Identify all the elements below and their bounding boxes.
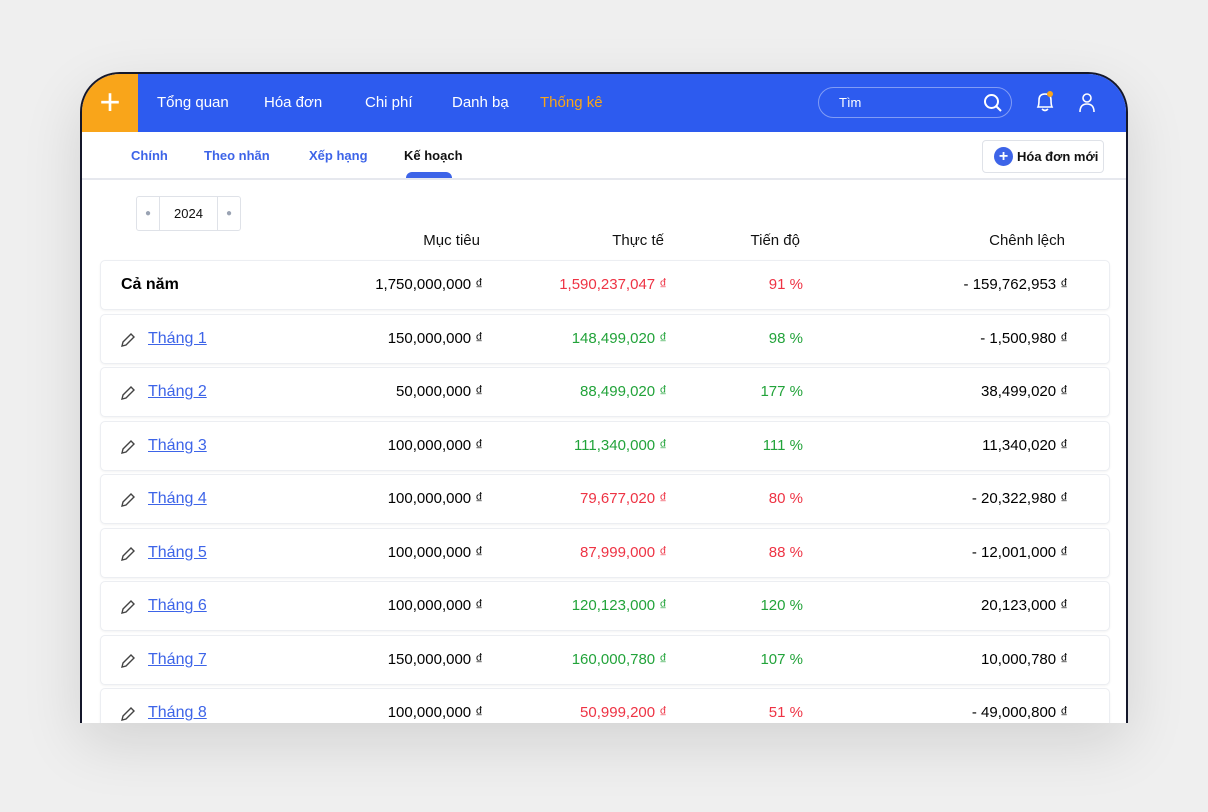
- diff-value: - 12,001,000 ₫: [971, 543, 1068, 561]
- col-progress: Tiến độ: [750, 232, 800, 249]
- progress-value: 111 %: [762, 436, 803, 454]
- nav-danh-ba[interactable]: Danh bạ: [452, 94, 509, 111]
- pencil-icon[interactable]: [119, 598, 137, 620]
- new-invoice-button[interactable]: + Hóa đơn mới: [982, 140, 1104, 173]
- actual-value: 79,677,020 ₫: [580, 490, 667, 507]
- diff-value: - 49,000,800 ₫: [971, 704, 1068, 721]
- table-row: Tháng 4 100,000,000 ₫ 79,677,020 ₫ 80 % -…: [100, 474, 1110, 524]
- diff-value: - 1,500,980 ₫: [980, 329, 1068, 347]
- active-tab-indicator: [406, 172, 452, 178]
- progress-value: 80 %: [768, 490, 803, 507]
- bell-icon[interactable]: [1034, 90, 1056, 114]
- progress-value: 88 %: [768, 543, 803, 561]
- diff-value: 20,123,000 ₫: [981, 597, 1068, 614]
- actual-value: 1,590,237,047 ₫: [559, 276, 667, 293]
- table-row: Tháng 2 50,000,000 ₫ 88,499,020 ₫ 177 % 3…: [100, 367, 1110, 417]
- month-link[interactable]: Tháng 3: [148, 436, 207, 454]
- target-value: 50,000,000 ₫: [396, 383, 483, 400]
- month-link[interactable]: Tháng 7: [148, 650, 207, 668]
- pencil-icon[interactable]: [119, 705, 137, 723]
- app-window: + Tổng quan Hóa đơn Chi phí Danh bạ Thốn…: [80, 72, 1128, 723]
- tab-xep-hang[interactable]: Xếp hạng: [309, 148, 368, 163]
- pencil-icon[interactable]: [119, 491, 137, 513]
- progress-value: 91 %: [768, 276, 803, 293]
- nav-tong-quan[interactable]: Tổng quan: [157, 94, 229, 111]
- actual-value: 50,999,200 ₫: [580, 704, 667, 721]
- year-stepper[interactable]: ● 2024 ●: [136, 196, 241, 231]
- progress-value: 120 %: [760, 597, 803, 614]
- tab-theo-nhan[interactable]: Theo nhãn: [204, 148, 270, 163]
- tab-chinh[interactable]: Chính: [131, 148, 168, 163]
- col-actual: Thực tế: [612, 232, 664, 249]
- actual-value: 87,999,000 ₫: [580, 543, 667, 561]
- target-value: 1,750,000,000 ₫: [375, 276, 483, 293]
- actual-value: 88,499,020 ₫: [580, 383, 667, 400]
- pencil-icon[interactable]: [119, 545, 137, 567]
- search-icon[interactable]: [983, 93, 1003, 113]
- search-placeholder: Tìm: [839, 95, 862, 110]
- month-link[interactable]: Tháng 8: [148, 704, 207, 721]
- table-row: Tháng 7 150,000,000 ₫ 160,000,780 ₫ 107 %…: [100, 634, 1110, 685]
- new-invoice-label: Hóa đơn mới: [1017, 149, 1099, 164]
- diff-value: 11,340,020 ₫: [982, 436, 1068, 454]
- next-year-button[interactable]: ●: [225, 208, 233, 219]
- nav-chi-phi[interactable]: Chi phí: [365, 94, 413, 111]
- user-icon[interactable]: [1078, 92, 1096, 114]
- table-row: Tháng 5 100,000,000 ₫ 87,999,000 ₫ 88 % -…: [100, 527, 1110, 578]
- nav-thong-ke[interactable]: Thống kê: [540, 94, 603, 111]
- pencil-icon[interactable]: [119, 384, 137, 406]
- month-link[interactable]: Tháng 5: [148, 543, 207, 561]
- month-link[interactable]: Tháng 6: [148, 597, 207, 614]
- progress-value: 177 %: [760, 383, 803, 400]
- progress-value: 107 %: [760, 650, 803, 668]
- table-row: Tháng 6 100,000,000 ₫ 120,123,000 ₫ 120 %…: [100, 581, 1110, 631]
- col-target: Mục tiêu: [423, 232, 480, 249]
- month-link[interactable]: Tháng 1: [148, 329, 207, 347]
- target-value: 100,000,000 ₫: [387, 704, 483, 721]
- diff-value: - 159,762,953 ₫: [963, 276, 1068, 293]
- target-value: 100,000,000 ₫: [387, 490, 483, 507]
- month-link[interactable]: Tháng 2: [148, 383, 207, 400]
- pencil-icon[interactable]: [119, 438, 137, 460]
- diff-value: 38,499,020 ₫: [981, 383, 1068, 400]
- tab-ke-hoach[interactable]: Kế hoạch: [404, 148, 463, 163]
- pencil-icon[interactable]: [119, 652, 137, 674]
- year-value: 2024: [159, 197, 218, 230]
- table-row: Tháng 1 150,000,000 ₫ 148,499,020 ₫ 98 % …: [100, 313, 1110, 364]
- top-nav: + Tổng quan Hóa đơn Chi phí Danh bạ Thốn…: [82, 74, 1126, 132]
- target-value: 100,000,000 ₫: [387, 436, 483, 454]
- actual-value: 111,340,000 ₫: [573, 436, 667, 454]
- target-value: 150,000,000 ₫: [387, 329, 483, 347]
- progress-value: 98 %: [768, 329, 803, 347]
- col-diff: Chênh lệch: [989, 232, 1065, 249]
- pencil-icon[interactable]: [119, 331, 137, 353]
- month-link[interactable]: Tháng 4: [148, 490, 207, 507]
- actual-value: 120,123,000 ₫: [571, 597, 667, 614]
- sub-tabs: Chính Theo nhãn Xếp hạng Kế hoạch + Hóa đ…: [82, 132, 1126, 180]
- target-value: 100,000,000 ₫: [387, 597, 483, 614]
- table-row: Tháng 3 100,000,000 ₫ 111,340,000 ₫ 111 %…: [100, 420, 1110, 471]
- prev-year-button[interactable]: ●: [144, 208, 152, 219]
- actual-value: 160,000,780 ₫: [571, 650, 667, 668]
- table-row: Tháng 8 100,000,000 ₫ 50,999,200 ₫ 51 % -…: [100, 688, 1110, 723]
- nav-hoa-don[interactable]: Hóa đơn: [264, 94, 323, 111]
- target-value: 100,000,000 ₫: [387, 543, 483, 561]
- plus-circle-icon: +: [994, 147, 1013, 166]
- target-value: 150,000,000 ₫: [387, 650, 483, 668]
- diff-value: - 20,322,980 ₫: [971, 490, 1068, 507]
- add-button[interactable]: +: [82, 74, 138, 132]
- actual-value: 148,499,020 ₫: [571, 329, 667, 347]
- row-label: Cả năm: [121, 276, 179, 293]
- search-input[interactable]: Tìm: [818, 87, 1012, 118]
- diff-value: 10,000,780 ₫: [981, 650, 1068, 668]
- table-row: Cả năm 1,750,000,000 ₫ 1,590,237,047 ₫ 91…: [100, 260, 1110, 310]
- progress-value: 51 %: [768, 704, 803, 721]
